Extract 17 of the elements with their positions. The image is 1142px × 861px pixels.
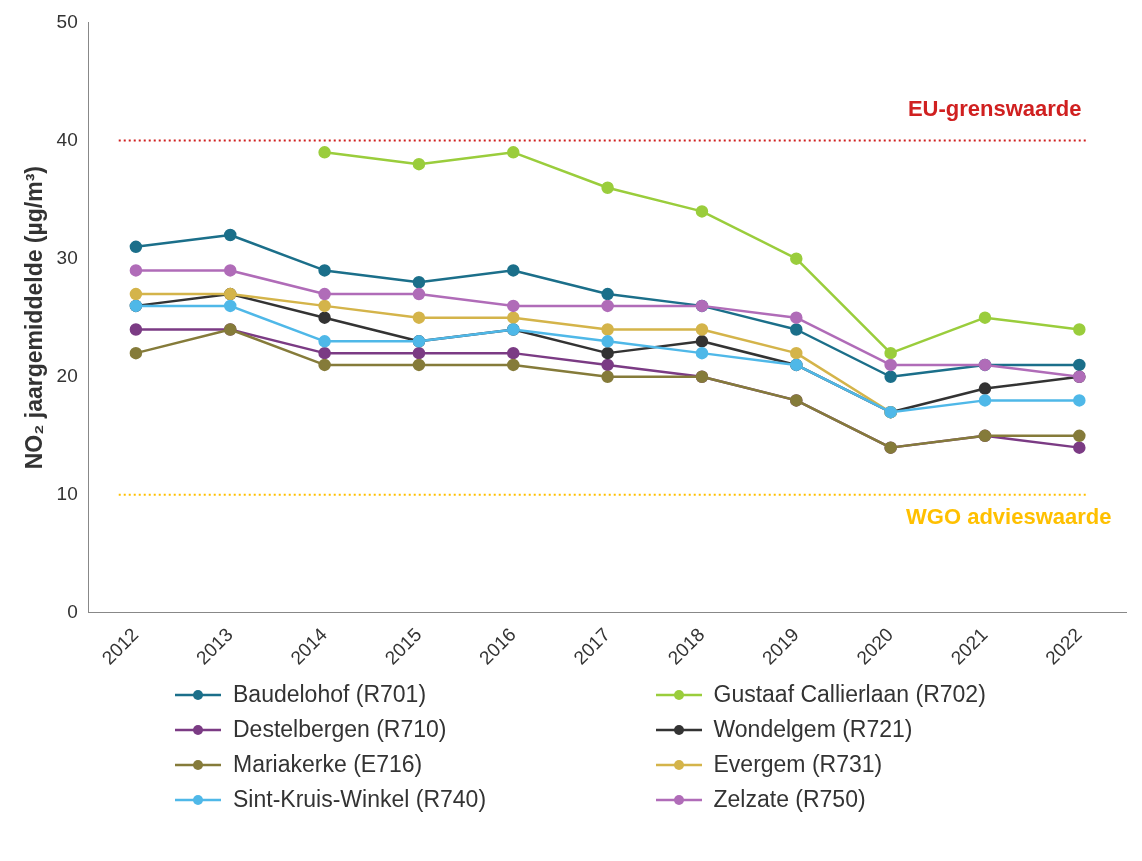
y-tick-label: 40 — [56, 128, 78, 150]
legend-label: Destelbergen (R710) — [233, 716, 447, 743]
ref-line-label: WGO advieswaarde — [906, 503, 1112, 529]
legend-label: Mariakerke (E716) — [233, 751, 423, 778]
legend-label: Sint-Kruis-Winkel (R740) — [233, 786, 487, 813]
ref-line-label: EU-grenswaarde — [907, 95, 1082, 121]
legend-label: Baudelohof (R701) — [233, 681, 427, 708]
y-tick-label: 10 — [56, 483, 78, 505]
legend-label: Evergem (R731) — [713, 751, 883, 778]
y-axis-title: NO₂ jaargemiddelde (µg/m³) — [21, 166, 48, 470]
y-tick-label: 30 — [56, 246, 78, 268]
legend-label: Gustaaf Callierlaan (R702) — [713, 681, 986, 708]
y-tick-label: 0 — [67, 601, 78, 623]
y-tick-label: 50 — [56, 10, 78, 32]
legend-label: Zelzate (R750) — [713, 786, 866, 813]
y-tick-label: 20 — [56, 364, 78, 386]
legend-label: Wondelgem (R721) — [713, 716, 913, 743]
